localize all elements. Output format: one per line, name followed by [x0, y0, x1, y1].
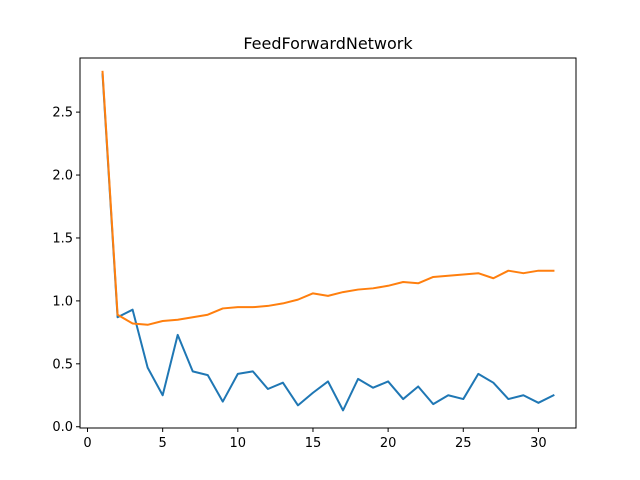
y-tick-label: 2.5 [52, 106, 73, 121]
x-tick-label: 30 [530, 436, 547, 451]
x-tick-label: 0 [83, 436, 91, 451]
axes-frame [79, 57, 577, 429]
y-tick-label: 0.0 [52, 420, 73, 435]
y-tick-label: 2.0 [52, 169, 73, 184]
x-axis: 0 5 10 15 20 25 30 [83, 428, 547, 451]
plot-area: 0 5 10 15 20 25 30 0.0 0.5 1.0 1.5 2.0 2.5 [52, 57, 577, 451]
y-tick-label: 1.0 [52, 294, 73, 309]
y-tick-label: 1.5 [52, 231, 73, 246]
series-line-1 [101, 73, 555, 412]
x-tick-label: 15 [305, 436, 322, 451]
x-tick-label: 20 [380, 436, 397, 451]
y-tick-label: 0.5 [52, 357, 73, 372]
x-tick-label: 25 [455, 436, 472, 451]
series-line-2 [101, 70, 555, 326]
y-axis: 0.0 0.5 1.0 1.5 2.0 2.5 [52, 106, 80, 435]
x-tick-label: 5 [159, 436, 167, 451]
x-tick-label: 10 [230, 436, 247, 451]
series-layer [101, 70, 555, 412]
chart-title: FeedForwardNetwork [243, 34, 413, 53]
